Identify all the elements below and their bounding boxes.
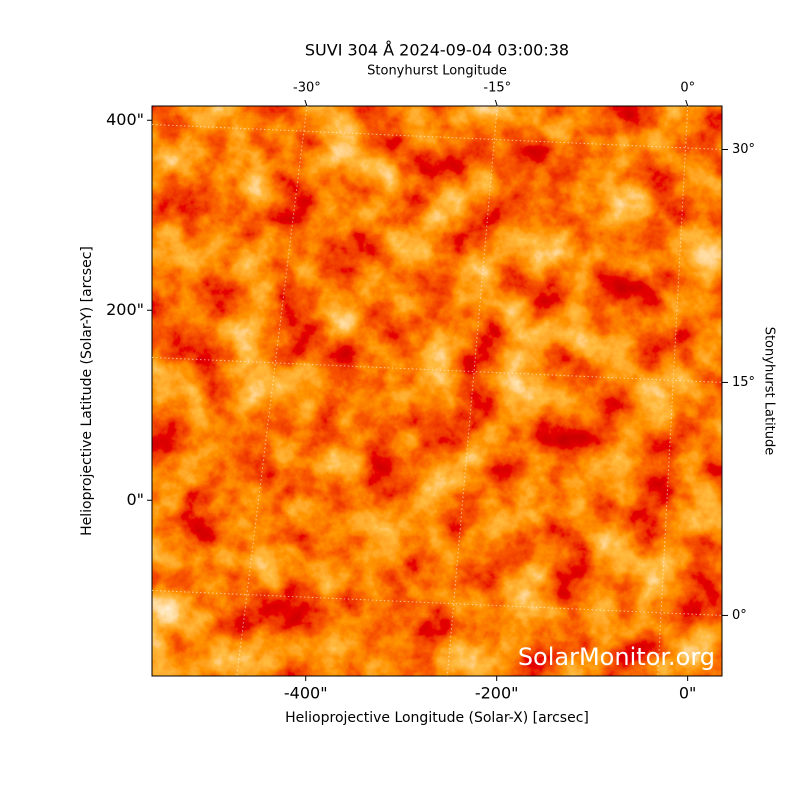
latitude-grid-line <box>151 589 723 616</box>
x-tick-label: -200" <box>475 684 519 703</box>
solar-image <box>152 106 722 676</box>
x2-tick-label: 0° <box>680 81 695 96</box>
x2-tick <box>494 99 498 107</box>
longitude-grid-line <box>657 105 689 677</box>
y-tick-label: 400" <box>106 110 144 129</box>
x2-tick-label: -30° <box>293 81 321 96</box>
x-tick-label: 0" <box>679 684 697 703</box>
y2-tick-label: 30° <box>732 142 755 157</box>
x-tick-label: -400" <box>284 684 328 703</box>
x2-axis-label: Stonyhurst Longitude <box>367 64 507 79</box>
latitude-grid-line <box>151 356 723 383</box>
x2-tick <box>685 99 689 107</box>
x2-tick <box>304 99 308 107</box>
y2-tick-label: 15° <box>732 375 755 390</box>
x2-tick-label: -15° <box>483 81 511 96</box>
chart-title: SUVI 304 Å 2024-09-04 03:00:38 <box>305 41 569 60</box>
y2-axis-label: Stonyhurst Latitude <box>762 327 777 456</box>
longitude-grid-line <box>446 105 498 677</box>
x-axis-label: Helioprojective Longitude (Solar-X) [arc… <box>285 710 589 726</box>
plot-frame <box>151 105 723 677</box>
latitude-grid-line <box>151 123 723 150</box>
y2-tick-label: 0° <box>732 608 747 623</box>
y-axis-label: Helioprojective Latitude (Solar-Y) [arcs… <box>79 246 95 536</box>
watermark: SolarMonitor.org <box>518 643 715 671</box>
y-tick-label: 0" <box>126 490 144 509</box>
y-tick-label: 200" <box>106 300 144 319</box>
